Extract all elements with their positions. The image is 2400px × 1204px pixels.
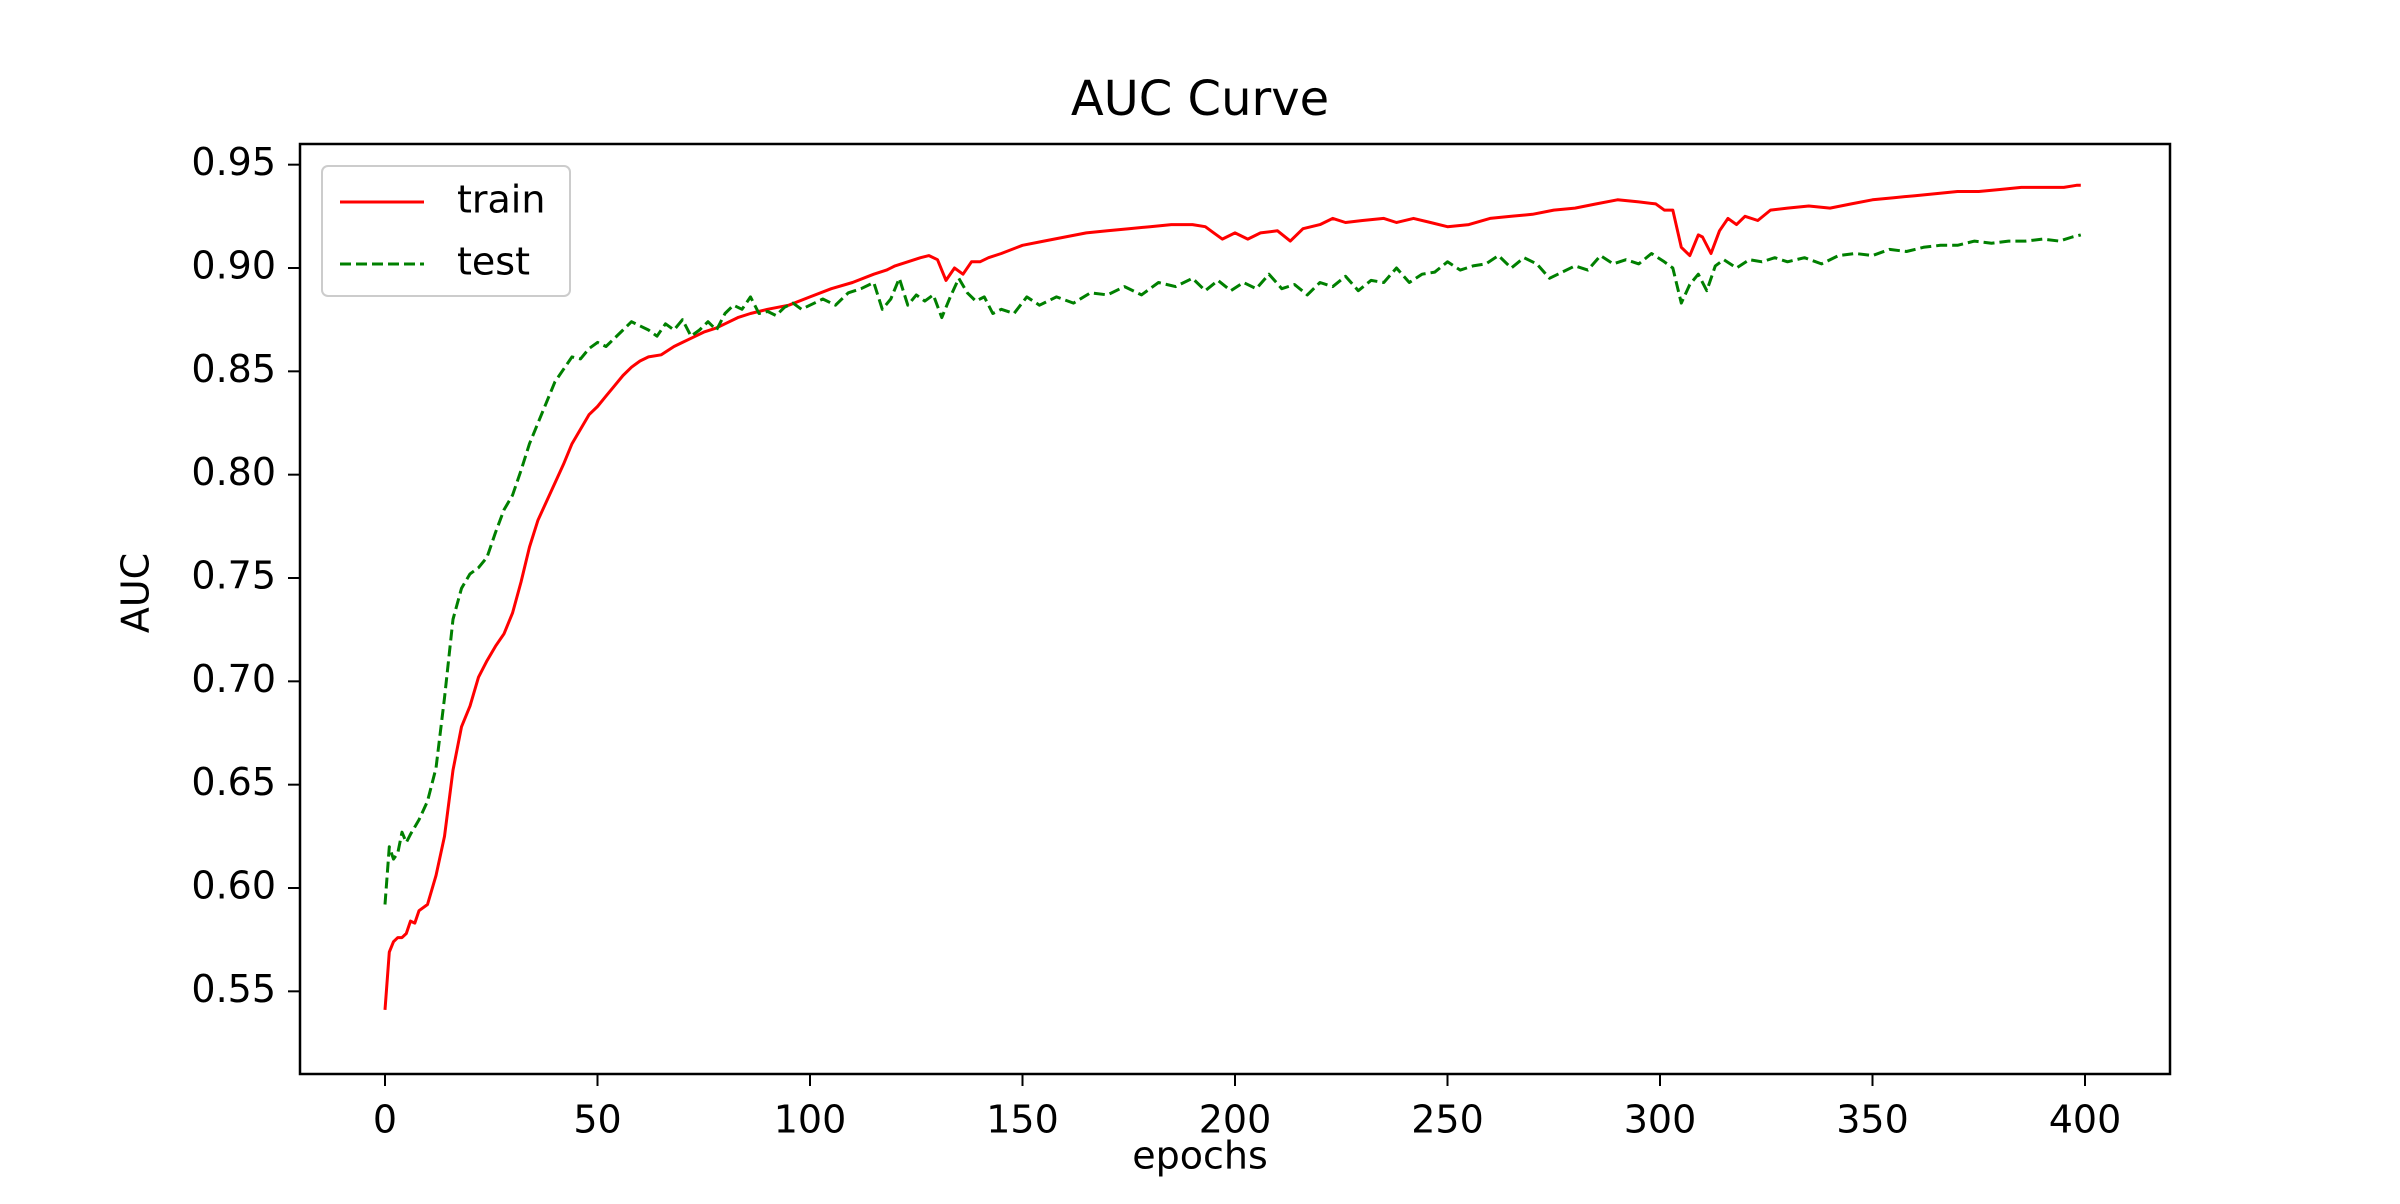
x-tick-label: 400 bbox=[2049, 1098, 2122, 1142]
legend-label-test: test bbox=[457, 240, 530, 284]
y-tick-label: 0.75 bbox=[191, 554, 276, 598]
x-tick-label: 300 bbox=[1624, 1098, 1697, 1142]
y-tick-label: 0.85 bbox=[191, 347, 276, 391]
x-tick-label: 0 bbox=[373, 1098, 397, 1142]
y-tick-label: 0.90 bbox=[191, 244, 276, 288]
y-axis-ticks: 0.55 0.60 0.65 0.70 0.75 0.80 0.85 0.90 0.95 bbox=[191, 140, 300, 1011]
x-tick-label: 350 bbox=[1836, 1098, 1909, 1142]
x-tick-label: 50 bbox=[573, 1098, 621, 1142]
y-tick-label: 0.65 bbox=[191, 760, 276, 804]
x-axis-ticks: 0 50 100 150 200 250 300 350 400 bbox=[373, 1074, 2121, 1142]
series-line-test bbox=[383, 233, 2082, 905]
x-tick-label: 100 bbox=[774, 1098, 847, 1142]
x-tick-label: 150 bbox=[986, 1098, 1059, 1142]
x-axis-label: epochs bbox=[1132, 1134, 1268, 1178]
legend-box bbox=[321, 165, 571, 297]
chart-title: AUC Curve bbox=[1071, 71, 1329, 127]
series-layer bbox=[383, 183, 2082, 1011]
y-axis-label: AUC bbox=[114, 553, 158, 633]
y-tick-label: 0.70 bbox=[191, 657, 276, 701]
series-line-train bbox=[383, 183, 2081, 1011]
legend-label-train: train bbox=[457, 178, 545, 222]
plot-area-frame bbox=[298, 142, 2172, 1076]
y-tick-label: 0.55 bbox=[191, 967, 276, 1011]
y-tick-label: 0.95 bbox=[191, 140, 276, 184]
y-tick-label: 0.60 bbox=[191, 864, 276, 908]
x-tick-label: 250 bbox=[1411, 1098, 1484, 1142]
legend: train test bbox=[321, 165, 571, 297]
x-tick-label: 200 bbox=[1199, 1098, 1272, 1142]
y-tick-label: 0.80 bbox=[191, 450, 276, 494]
